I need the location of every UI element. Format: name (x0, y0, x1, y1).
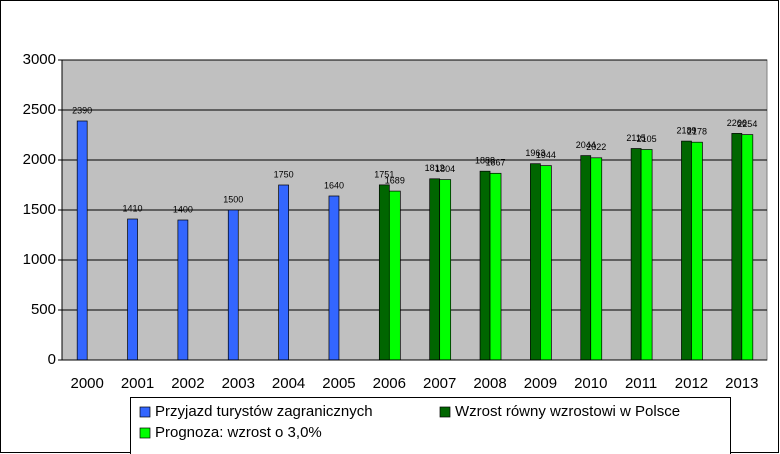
bar (388, 190, 401, 361)
data-label: 1812 (425, 163, 445, 173)
legend-swatch (439, 406, 451, 418)
data-label: 1500 (223, 194, 243, 204)
bar (378, 184, 390, 361)
data-label: 1751 (374, 169, 394, 179)
x-tick-label: 2012 (675, 375, 708, 392)
data-label: 2266 (727, 118, 747, 128)
bar (590, 157, 603, 361)
x-tick-label: 2008 (473, 375, 506, 392)
x-tick-label: 2002 (171, 375, 204, 392)
bar (278, 184, 289, 361)
bar (731, 133, 743, 361)
y-tick-label: 2000 (23, 151, 56, 168)
bar (328, 195, 340, 361)
bar (691, 141, 703, 361)
legend-swatch (139, 406, 151, 418)
y-tick-label: 500 (31, 301, 56, 318)
data-label: 1804 (435, 164, 455, 174)
bar (177, 219, 189, 361)
bar (429, 178, 441, 361)
bar (479, 170, 491, 361)
data-label: 2044 (576, 140, 596, 150)
bar (741, 134, 754, 361)
legend-label: Prognoza: wzrost o 3,0% (155, 424, 322, 441)
bar (630, 148, 642, 361)
x-tick-label: 2005 (322, 375, 355, 392)
x-tick-label: 2003 (222, 375, 255, 392)
data-label: 1750 (274, 169, 294, 179)
bar (580, 155, 592, 361)
bar (640, 149, 653, 361)
bar (227, 209, 239, 361)
data-label: 1867 (486, 158, 506, 168)
bar (530, 163, 541, 361)
x-tick-label: 2000 (70, 375, 103, 392)
bar (439, 179, 452, 361)
y-tick-label: 3000 (23, 51, 56, 68)
data-label: 2178 (687, 127, 707, 137)
y-tick-label: 0 (48, 351, 56, 368)
legend-label: Przyjazd turystów zagranicznych (155, 403, 373, 420)
data-label: 1640 (324, 180, 344, 190)
data-label: 2254 (737, 119, 757, 129)
data-label: 1400 (173, 204, 193, 214)
bar (127, 218, 138, 361)
x-tick-label: 2004 (272, 375, 305, 392)
x-tick-label: 2013 (725, 375, 758, 392)
y-tick-label: 1500 (23, 201, 56, 218)
bar (76, 120, 88, 361)
x-tick-label: 2011 (625, 375, 657, 392)
data-label: 1944 (536, 150, 556, 160)
bar (540, 165, 552, 361)
data-label: 2105 (637, 134, 657, 144)
bar (681, 140, 692, 361)
y-tick-label: 1000 (23, 251, 56, 268)
data-label: 1888 (475, 156, 495, 166)
data-label: 1689 (385, 175, 405, 185)
data-label: 2189 (676, 125, 696, 135)
data-label: 2022 (586, 142, 606, 152)
x-tick-label: 2010 (574, 375, 607, 392)
x-tick-label: 2006 (373, 375, 406, 392)
data-label: 2390 (72, 105, 92, 115)
x-tick-label: 2009 (524, 375, 557, 392)
x-tick-label: 2001 (121, 375, 154, 392)
legend-label: Wzrost równy wzrostowi w Polsce (455, 403, 680, 420)
x-tick-label: 2007 (423, 375, 456, 392)
legend-swatch (139, 427, 151, 439)
bar (489, 172, 502, 361)
data-label: 2115 (626, 133, 645, 143)
data-label: 1410 (123, 203, 143, 213)
data-label: 1963 (525, 148, 545, 158)
legend-box (130, 397, 731, 454)
y-tick-label: 2500 (23, 101, 56, 118)
